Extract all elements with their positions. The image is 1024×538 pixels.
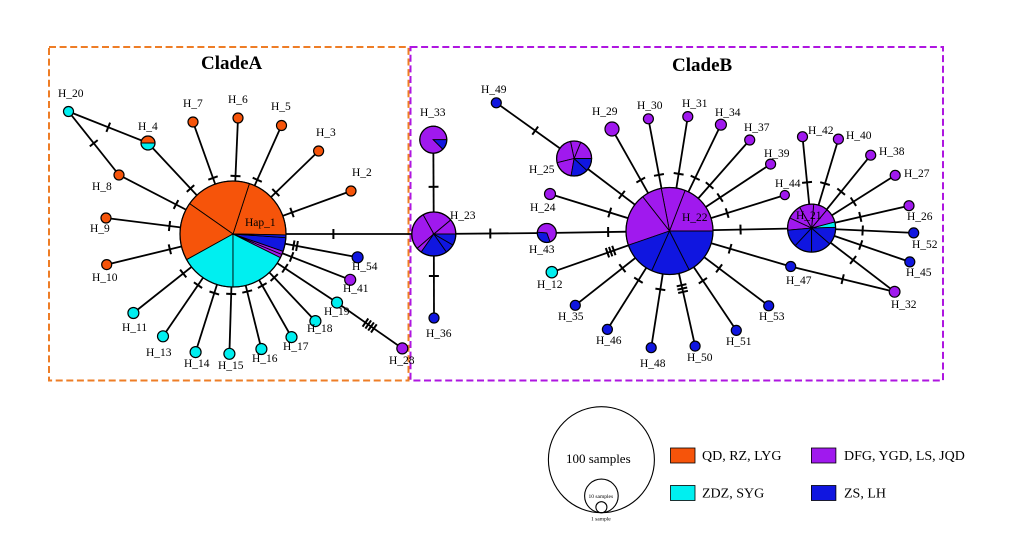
- svg-text:H_4: H_4: [138, 121, 158, 133]
- svg-text:H_33: H_33: [420, 107, 446, 119]
- svg-text:H_13: H_13: [146, 347, 172, 359]
- svg-text:H_7: H_7: [183, 98, 203, 110]
- svg-text:H_6: H_6: [228, 94, 248, 106]
- svg-text:ZDZ, SYG: ZDZ, SYG: [702, 487, 764, 502]
- svg-text:H_3: H_3: [316, 127, 336, 139]
- svg-text:H_24: H_24: [530, 202, 556, 214]
- svg-text:H_54: H_54: [352, 261, 378, 273]
- svg-text:H_11: H_11: [122, 322, 147, 334]
- svg-text:1 sample: 1 sample: [591, 517, 611, 523]
- svg-text:H_12: H_12: [537, 279, 563, 291]
- svg-text:H_43: H_43: [529, 244, 555, 256]
- svg-text:H_29: H_29: [592, 106, 618, 118]
- svg-text:H_34: H_34: [715, 107, 741, 119]
- svg-text:ZS, LH: ZS, LH: [844, 487, 886, 502]
- svg-text:H_20: H_20: [58, 88, 84, 100]
- svg-text:CladeB: CladeB: [672, 55, 733, 76]
- svg-text:H_14: H_14: [184, 358, 210, 370]
- svg-text:H_42: H_42: [808, 125, 834, 137]
- svg-text:H_50: H_50: [687, 352, 713, 364]
- svg-text:H_37: H_37: [744, 122, 770, 134]
- svg-text:H_5: H_5: [271, 101, 291, 113]
- svg-text:H_25: H_25: [529, 164, 555, 176]
- svg-text:H_35: H_35: [558, 311, 584, 323]
- svg-text:H_18: H_18: [307, 323, 333, 335]
- svg-text:H_46: H_46: [596, 335, 622, 347]
- svg-text:H_17: H_17: [283, 341, 309, 353]
- svg-text:H_23: H_23: [450, 210, 476, 222]
- svg-text:H_21: H_21: [796, 210, 822, 222]
- svg-text:QD, RZ, LYG: QD, RZ, LYG: [702, 449, 781, 464]
- svg-text:H_38: H_38: [879, 146, 905, 158]
- svg-text:H_47: H_47: [786, 275, 812, 287]
- svg-text:H_48: H_48: [640, 358, 666, 370]
- svg-text:H_16: H_16: [252, 353, 278, 365]
- svg-text:H_2: H_2: [352, 167, 372, 179]
- svg-text:CladeA: CladeA: [201, 53, 263, 74]
- svg-text:H_8: H_8: [92, 181, 112, 193]
- svg-text:H_51: H_51: [726, 336, 752, 348]
- svg-text:H_31: H_31: [682, 98, 708, 110]
- svg-text:DFG, YGD, LS, JQD: DFG, YGD, LS, JQD: [844, 449, 965, 464]
- svg-text:H_45: H_45: [906, 267, 932, 279]
- svg-text:H_32: H_32: [891, 299, 917, 311]
- svg-text:H_36: H_36: [426, 328, 452, 340]
- svg-text:H_49: H_49: [481, 84, 507, 96]
- svg-text:H_15: H_15: [218, 360, 244, 372]
- svg-text:H_39: H_39: [764, 148, 790, 160]
- svg-text:H_22: H_22: [682, 212, 708, 224]
- svg-text:H_9: H_9: [90, 223, 110, 235]
- svg-text:H_26: H_26: [907, 211, 933, 223]
- svg-text:100 samples: 100 samples: [566, 451, 631, 466]
- svg-text:Hap_1: Hap_1: [245, 217, 276, 229]
- svg-text:H_30: H_30: [637, 100, 663, 112]
- svg-text:H_19: H_19: [324, 306, 350, 318]
- svg-text:H_40: H_40: [846, 130, 872, 142]
- svg-text:H_53: H_53: [759, 311, 785, 323]
- svg-text:10 samples: 10 samples: [589, 494, 614, 500]
- svg-text:H_44: H_44: [775, 178, 801, 190]
- svg-text:H_41: H_41: [343, 283, 369, 295]
- svg-text:H_28: H_28: [389, 355, 415, 367]
- svg-text:H_52: H_52: [912, 239, 938, 251]
- svg-text:H_27: H_27: [904, 168, 930, 180]
- svg-text:H_10: H_10: [92, 272, 118, 284]
